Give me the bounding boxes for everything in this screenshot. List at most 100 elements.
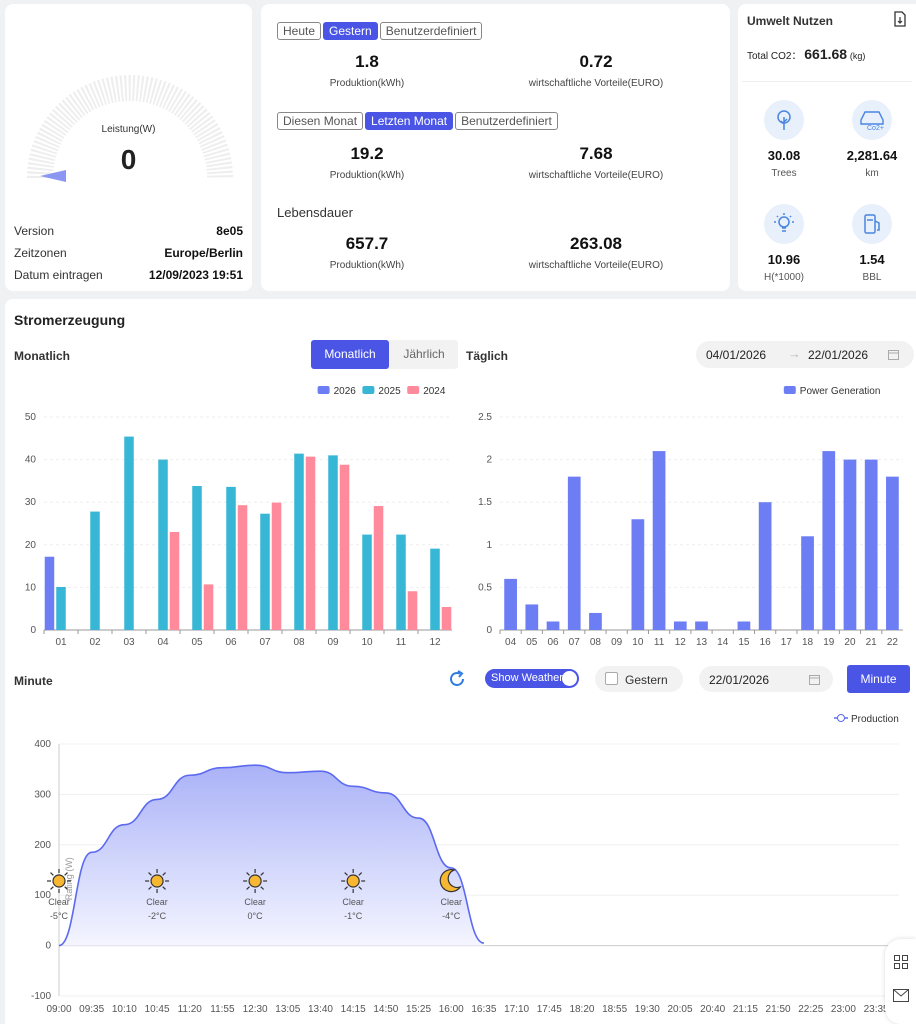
weather-temperature: -1°C xyxy=(344,911,363,921)
sun-ray xyxy=(50,886,54,890)
x-tick-label: 11 xyxy=(396,637,407,648)
x-tick-label: 13 xyxy=(696,637,708,648)
x-tick-label: 10:45 xyxy=(145,1004,170,1015)
month-tabs: Diesen Monat Letzten Monat Benutzerdefinie… xyxy=(277,112,560,130)
env-trees: 30.08 Trees xyxy=(739,100,829,179)
env-bbl: 1.54 BBL xyxy=(827,204,916,283)
y-tick-label: 50 xyxy=(25,412,37,423)
bar-2025 xyxy=(226,486,236,630)
y-tick-label: 10 xyxy=(25,582,37,593)
day-production: 1.8 Produktion(kWh) xyxy=(329,52,405,89)
x-tick-label: 15 xyxy=(738,637,750,648)
minute-button[interactable]: Minute xyxy=(847,665,910,693)
tab-day-custom[interactable]: Benutzerdefiniert xyxy=(379,22,483,40)
x-tick-label: 20 xyxy=(844,637,856,648)
refresh-icon[interactable] xyxy=(447,669,467,689)
date-value: 12/09/2023 19:51 xyxy=(148,268,243,282)
x-tick-label: 20:40 xyxy=(700,1004,725,1015)
tab-gestern[interactable]: Gestern xyxy=(323,22,378,40)
gauge-value: 0 xyxy=(120,144,137,175)
power-gauge xyxy=(27,75,233,182)
x-tick-label: 07 xyxy=(259,637,271,648)
x-tick-label: 19:30 xyxy=(635,1004,660,1015)
grid-icon[interactable] xyxy=(894,955,908,969)
bar-2025 xyxy=(362,534,372,630)
minute-date-picker[interactable]: 22/01/2026 xyxy=(699,666,833,692)
x-tick-label: 11:20 xyxy=(178,1004,203,1015)
y-tick-label: 1.5 xyxy=(478,497,492,508)
tab-heute[interactable]: Heute xyxy=(277,22,322,40)
stats-card: Heute Gestern Benutzerdefiniert 1.8 Produkt… xyxy=(261,4,730,291)
env-energy: 10.96 H(*1000) xyxy=(739,204,829,283)
gauge-pointer xyxy=(40,170,66,182)
legend-label: 2024 xyxy=(423,386,446,397)
x-tick-label: 09 xyxy=(611,637,623,648)
x-tick-label: 22 xyxy=(887,637,899,648)
floating-toolbar xyxy=(885,939,916,1024)
bar-Power Generation xyxy=(801,536,814,630)
x-tick-label: 15:25 xyxy=(406,1004,431,1015)
checkbox-box[interactable] xyxy=(605,672,618,685)
tab-yearly[interactable]: Jährlich xyxy=(403,347,445,361)
bar-2024 xyxy=(203,584,214,630)
tab-this-month[interactable]: Diesen Monat xyxy=(277,112,364,130)
legend-swatch xyxy=(407,386,420,394)
divider xyxy=(742,81,912,82)
y-tick-label: 30 xyxy=(25,497,37,508)
x-tick-label: 08 xyxy=(293,637,305,648)
month-benefit: 7.68 wirtschaftliche Vorteile(EURO) xyxy=(528,144,664,181)
timezone-label: Zeitzonen xyxy=(14,246,67,260)
sun-ray xyxy=(162,886,166,890)
x-tick-label: 18:20 xyxy=(569,1004,594,1015)
bar-2025 xyxy=(294,453,304,630)
sun-ray xyxy=(148,886,152,890)
y-tick-label: 2.5 xyxy=(478,412,492,423)
env-card: Umwelt Nutzen Total CO2： 661.68 (kg) 30.… xyxy=(738,4,916,291)
tab-month-custom[interactable]: Benutzerdefiniert xyxy=(455,112,558,130)
sun-ray xyxy=(344,886,348,890)
x-tick-label: 17:45 xyxy=(537,1004,562,1015)
sun-ray xyxy=(358,872,363,876)
sun-ray xyxy=(344,872,348,876)
sun-ray xyxy=(246,886,250,890)
fuel-icon xyxy=(852,204,892,244)
x-tick-label: 04 xyxy=(505,637,517,648)
bar-2025 xyxy=(260,513,270,630)
mail-icon[interactable] xyxy=(893,989,909,1002)
bar-2025 xyxy=(192,486,202,630)
bar-Power Generation xyxy=(567,476,581,630)
lifetime-production: 657.7 Produktion(kWh) xyxy=(329,234,405,271)
show-weather-toggle[interactable]: Show Weather xyxy=(485,669,579,688)
x-tick-label: 16:35 xyxy=(471,1004,496,1015)
yesterday-checkbox[interactable]: Gestern xyxy=(595,666,683,692)
y-tick-label: 300 xyxy=(34,789,51,800)
device-card: Leistung(W) 0 Version 8e05 Zeitzonen Eur… xyxy=(5,4,252,291)
y-tick-label: 0.5 xyxy=(478,582,492,593)
co2-value: 661.68 xyxy=(804,46,848,62)
tab-monthly[interactable]: Monatlich xyxy=(311,340,389,369)
x-tick-label: 17 xyxy=(781,637,793,648)
y-tick-label: 1 xyxy=(486,540,492,551)
tab-last-month[interactable]: Letzten Monat xyxy=(365,112,454,130)
export-icon[interactable] xyxy=(893,11,907,27)
minute-date[interactable]: 22/01/2026 xyxy=(709,673,770,687)
y-tick-label: 400 xyxy=(34,739,51,750)
legend-label: 2026 xyxy=(334,386,357,397)
x-tick-label: 09:00 xyxy=(46,1004,71,1015)
x-tick-label: 06 xyxy=(225,637,237,648)
legend-swatch xyxy=(317,386,330,394)
date-from[interactable]: 04/01/2026 xyxy=(706,348,767,362)
env-km: Co2+ 2,281.64 km xyxy=(827,100,916,179)
date-to[interactable]: 22/01/2026 xyxy=(808,348,869,362)
bar-2025 xyxy=(158,459,168,630)
daily-date-range[interactable]: 04/01/2026 → 22/01/2026 xyxy=(696,341,914,368)
legend-label: 2025 xyxy=(378,386,401,397)
x-tick-label: 05 xyxy=(191,637,203,648)
weather-condition: Clear xyxy=(146,897,168,907)
monthly-chart: 0 10 20 30 40 50 01 02 03 04 05 06 07 08 09 10 11 12 2024 2… xyxy=(25,386,452,648)
y-tick-label: 40 xyxy=(25,455,37,466)
gauge-label: Leistung(W) xyxy=(101,124,156,135)
moon-icon xyxy=(439,869,462,893)
period-toggle: Monatlich Jährlich xyxy=(311,340,458,369)
x-tick-label: 12 xyxy=(675,637,687,648)
